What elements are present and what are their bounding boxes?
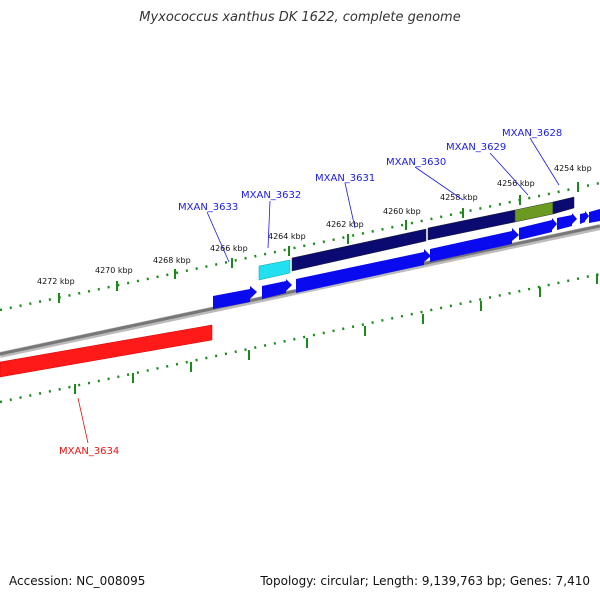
gene-mxan-3632-bar[interactable] bbox=[258, 259, 291, 281]
scale-label: 4264 kbp bbox=[268, 232, 306, 241]
gene-label-mxan-3628[interactable]: MXAN_3628 bbox=[502, 128, 562, 139]
leader-mxan-3630 bbox=[414, 166, 464, 201]
leader-mxan-3632 bbox=[267, 200, 271, 249]
gene-mxan-3631-bar[interactable] bbox=[291, 228, 427, 272]
gene-forward-arrow[interactable] bbox=[519, 218, 557, 240]
gene-forward-arrow[interactable] bbox=[580, 211, 589, 224]
genome-summary-text: Topology: circular; Length: 9,139,763 bp… bbox=[260, 574, 590, 588]
accession-text: Accession: NC_008095 bbox=[9, 574, 146, 588]
scale-label: 4272 kbp bbox=[37, 277, 75, 286]
map-title: Myxococcus xanthus DK 1622, complete gen… bbox=[139, 10, 461, 25]
leader-mxan-3634 bbox=[77, 397, 89, 444]
leader-mxan-3631 bbox=[344, 182, 356, 229]
gene-label-mxan-3631[interactable]: MXAN_3631 bbox=[315, 173, 375, 184]
gene-label-mxan-3630[interactable]: MXAN_3630 bbox=[386, 157, 446, 168]
gene-label-mxan-3633[interactable]: MXAN_3633 bbox=[178, 202, 238, 213]
gene-label-mxan-3634[interactable]: MXAN_3634 bbox=[59, 446, 119, 457]
leader-mxan-3628 bbox=[529, 137, 560, 186]
gene-forward-arrow[interactable] bbox=[430, 228, 519, 262]
scale-label: 4266 kbp bbox=[210, 244, 248, 253]
leader-mxan-3629 bbox=[489, 152, 529, 196]
gene-label-mxan-3632[interactable]: MXAN_3632 bbox=[241, 190, 301, 201]
leader-mxan-3633 bbox=[206, 211, 230, 263]
gene-forward-arrow[interactable] bbox=[589, 209, 600, 223]
scale-major-ticks bbox=[58, 182, 598, 394]
gene-forward-arrow[interactable] bbox=[262, 279, 292, 299]
gene-forward-arrow[interactable] bbox=[213, 286, 257, 309]
scale-label: 4262 kbp bbox=[326, 220, 364, 229]
scale-label: 4254 kbp bbox=[554, 164, 592, 173]
scale-label: 4268 kbp bbox=[153, 256, 191, 265]
gene-forward-arrow[interactable] bbox=[557, 213, 577, 230]
scale-label: 4256 kbp bbox=[497, 179, 535, 188]
gene-forward-arrow[interactable] bbox=[296, 249, 431, 293]
gene-mxan-3634-bar[interactable] bbox=[0, 324, 213, 378]
scale-label: 4270 kbp bbox=[95, 266, 133, 275]
gene-label-mxan-3629[interactable]: MXAN_3629 bbox=[446, 142, 506, 153]
scale-label: 4260 kbp bbox=[383, 207, 421, 216]
gene-mxan-3628-bar[interactable] bbox=[552, 196, 575, 215]
